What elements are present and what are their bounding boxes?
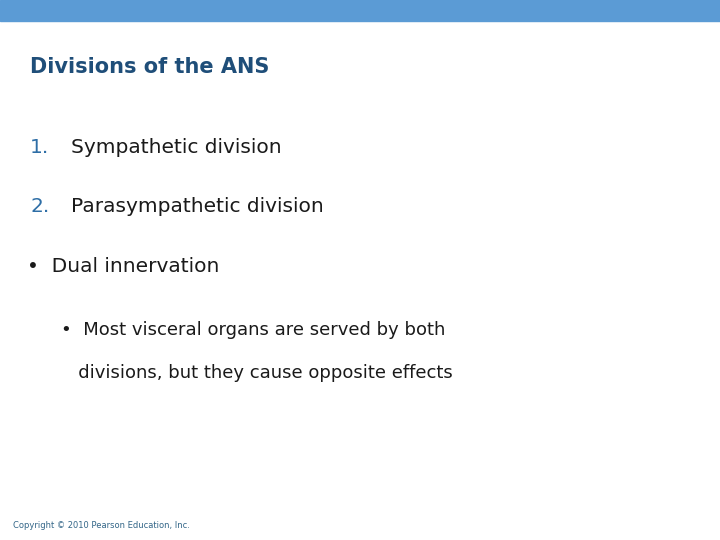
Text: 1.: 1. bbox=[30, 138, 50, 157]
Text: Divisions of the ANS: Divisions of the ANS bbox=[30, 57, 269, 77]
Bar bbox=[0, 0, 720, 21]
Text: •  Dual innervation: • Dual innervation bbox=[27, 256, 220, 275]
Text: Sympathetic division: Sympathetic division bbox=[71, 138, 282, 157]
Text: •  Most visceral organs are served by both: • Most visceral organs are served by bot… bbox=[61, 321, 446, 339]
Text: divisions, but they cause opposite effects: divisions, but they cause opposite effec… bbox=[61, 364, 453, 382]
Text: 2.: 2. bbox=[30, 197, 50, 216]
Text: Copyright © 2010 Pearson Education, Inc.: Copyright © 2010 Pearson Education, Inc. bbox=[13, 521, 190, 530]
Text: Parasympathetic division: Parasympathetic division bbox=[71, 197, 323, 216]
